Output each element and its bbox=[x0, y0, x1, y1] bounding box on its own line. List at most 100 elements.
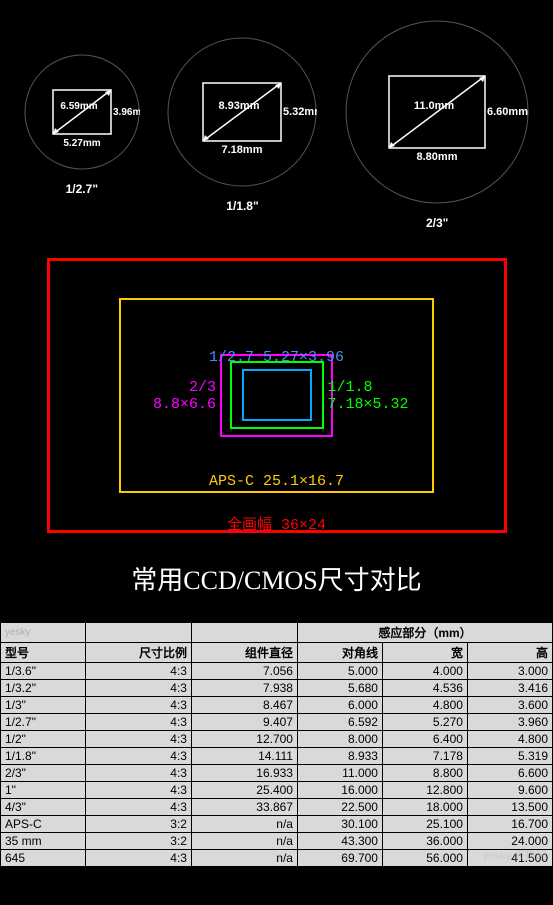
table-row: 6454:3n/a69.70056.00041.500 bbox=[1, 850, 553, 867]
table-cell: 18.000 bbox=[382, 799, 467, 816]
table-cell: 56.000 bbox=[382, 850, 467, 867]
svg-text:3.96mm: 3.96mm bbox=[113, 107, 140, 118]
table-cell: 8.800 bbox=[382, 765, 467, 782]
table-cell: 3.600 bbox=[467, 697, 552, 714]
table-cell: 5.270 bbox=[382, 714, 467, 731]
table-row: 1/3.2"4:37.9385.6804.5363.416 bbox=[1, 680, 553, 697]
sensor-svg: 11.0mm 6.60mm 8.80mm bbox=[345, 20, 529, 204]
table-cell: 12.700 bbox=[191, 731, 297, 748]
table-row: 1/2.7"4:39.4076.5925.2703.960 bbox=[1, 714, 553, 731]
table-cell: 69.700 bbox=[297, 850, 382, 867]
table-cell: 3:2 bbox=[85, 833, 191, 850]
table-cell: 8.000 bbox=[297, 731, 382, 748]
table-cell: 4:3 bbox=[85, 697, 191, 714]
rect-label-2-3: 2/38.8×6.6 bbox=[153, 379, 216, 413]
col-header: 宽 bbox=[382, 643, 467, 663]
rect-label-aps-c: APS-C 25.1×16.7 bbox=[209, 473, 344, 490]
table-cell: 1/3.6" bbox=[1, 663, 86, 680]
table-cell: 36.000 bbox=[382, 833, 467, 850]
table-cell: 4:3 bbox=[85, 714, 191, 731]
table-cell: 4:3 bbox=[85, 680, 191, 697]
table-cell: 3.000 bbox=[467, 663, 552, 680]
table-cell: 6.400 bbox=[382, 731, 467, 748]
table-cell: 12.800 bbox=[382, 782, 467, 799]
sensor-label: 1/1.8" bbox=[226, 199, 258, 213]
table-cell: 3:2 bbox=[85, 816, 191, 833]
table-cell: 9.600 bbox=[467, 782, 552, 799]
col-header: 对角线 bbox=[297, 643, 382, 663]
table-cell: 4:3 bbox=[85, 765, 191, 782]
table-cell: 16.700 bbox=[467, 816, 552, 833]
table-cell: n/a bbox=[191, 816, 297, 833]
table-cell: 33.867 bbox=[191, 799, 297, 816]
svg-text:8.93mm: 8.93mm bbox=[219, 100, 260, 112]
col-header: 高 bbox=[467, 643, 552, 663]
sensor-svg: 6.59mm 3.96mm 5.27mm bbox=[24, 54, 140, 170]
svg-text:11.0mm: 11.0mm bbox=[414, 100, 455, 112]
table-cell: 4:3 bbox=[85, 782, 191, 799]
table-cell: 7.938 bbox=[191, 680, 297, 697]
col-header: 型号 bbox=[1, 643, 86, 663]
rect-label-1-1.8: 1/1.87.18×5.32 bbox=[328, 379, 409, 413]
table-cell: 4.536 bbox=[382, 680, 467, 697]
table-cell: 16.000 bbox=[297, 782, 382, 799]
nested-rects-container: 全画幅 36×24APS-C 25.1×16.72/38.8×6.61/1.87… bbox=[37, 260, 517, 550]
comparison-section: 全画幅 36×24APS-C 25.1×16.72/38.8×6.61/1.87… bbox=[0, 240, 553, 622]
col-group-header: 感应部分（mm） bbox=[297, 623, 552, 643]
rect-label-1-2.7: 1/2.7 5.27×3.96 bbox=[209, 349, 344, 366]
table-cell: 1/2.7" bbox=[1, 714, 86, 731]
table-cell: 4:3 bbox=[85, 731, 191, 748]
table-cell: 8.467 bbox=[191, 697, 297, 714]
svg-text:5.32mm: 5.32mm bbox=[283, 106, 317, 118]
table-row: 2/3"4:316.93311.0008.8006.600 bbox=[1, 765, 553, 782]
table-cell: 35 mm bbox=[1, 833, 86, 850]
table-cell: 7.178 bbox=[382, 748, 467, 765]
sensor-group: 11.0mm 6.60mm 8.80mm 2/3" bbox=[345, 20, 529, 230]
table-cell: 43.300 bbox=[297, 833, 382, 850]
table-cell: 4.000 bbox=[382, 663, 467, 680]
table-cell: 4:3 bbox=[85, 799, 191, 816]
svg-text:8.80mm: 8.80mm bbox=[417, 151, 458, 163]
table-cell: 1/3" bbox=[1, 697, 86, 714]
table-cell: 2/3" bbox=[1, 765, 86, 782]
empty-cell bbox=[85, 623, 191, 643]
table-cell: 13.500 bbox=[467, 799, 552, 816]
table-row: 1/1.8"4:314.1118.9337.1785.319 bbox=[1, 748, 553, 765]
table-cell: 5.319 bbox=[467, 748, 552, 765]
table-row: APS-C3:2n/a30.10025.10016.700 bbox=[1, 816, 553, 833]
col-header: 组件直径 bbox=[191, 643, 297, 663]
table-cell: 4.800 bbox=[382, 697, 467, 714]
table-row: 1/3"4:38.4676.0004.8003.600 bbox=[1, 697, 553, 714]
table-section: yesky 感应部分（mm） 型号尺寸比例组件直径对角线宽高1/3.6"4:37.0… bbox=[0, 622, 553, 867]
table-cell: 4:3 bbox=[85, 850, 191, 867]
sensor-group: 8.93mm 5.32mm 7.18mm 1/1.8" bbox=[167, 37, 317, 213]
main-title: 常用CCD/CMOS尺寸对比 bbox=[30, 550, 523, 612]
sensor-circles-section: 6.59mm 3.96mm 5.27mm 1/2.7" 8.93mm 5.32m… bbox=[0, 0, 553, 240]
svg-text:7.18mm: 7.18mm bbox=[222, 144, 263, 156]
table-row: 4/3"4:333.86722.50018.00013.500 bbox=[1, 799, 553, 816]
table-cell: 1" bbox=[1, 782, 86, 799]
sensor-group: 6.59mm 3.96mm 5.27mm 1/2.7" bbox=[24, 54, 140, 196]
table-corner: yesky bbox=[1, 623, 86, 643]
table-cell: 4/3" bbox=[1, 799, 86, 816]
col-header: 尺寸比例 bbox=[85, 643, 191, 663]
table-cell: 8.933 bbox=[297, 748, 382, 765]
rect-1-2.7 bbox=[242, 369, 312, 421]
svg-text:6.60mm: 6.60mm bbox=[487, 106, 528, 118]
table-cell: n/a bbox=[191, 833, 297, 850]
table-row: 35 mm3:2n/a43.30036.00024.000 bbox=[1, 833, 553, 850]
table-cell: 4.800 bbox=[467, 731, 552, 748]
table-cell: 6.592 bbox=[297, 714, 382, 731]
table-cell: 5.680 bbox=[297, 680, 382, 697]
svg-text:6.59mm: 6.59mm bbox=[60, 101, 97, 112]
sensor-label: 2/3" bbox=[426, 216, 448, 230]
table-row: 1/3.6"4:37.0565.0004.0003.000 bbox=[1, 663, 553, 680]
table-cell: 22.500 bbox=[297, 799, 382, 816]
table-cell: 9.407 bbox=[191, 714, 297, 731]
table-cell: 3.416 bbox=[467, 680, 552, 697]
table-cell: n/a bbox=[191, 850, 297, 867]
table-cell: 5.000 bbox=[297, 663, 382, 680]
sensor-svg: 8.93mm 5.32mm 7.18mm bbox=[167, 37, 317, 187]
table-cell: 16.933 bbox=[191, 765, 297, 782]
table-cell: 645 bbox=[1, 850, 86, 867]
